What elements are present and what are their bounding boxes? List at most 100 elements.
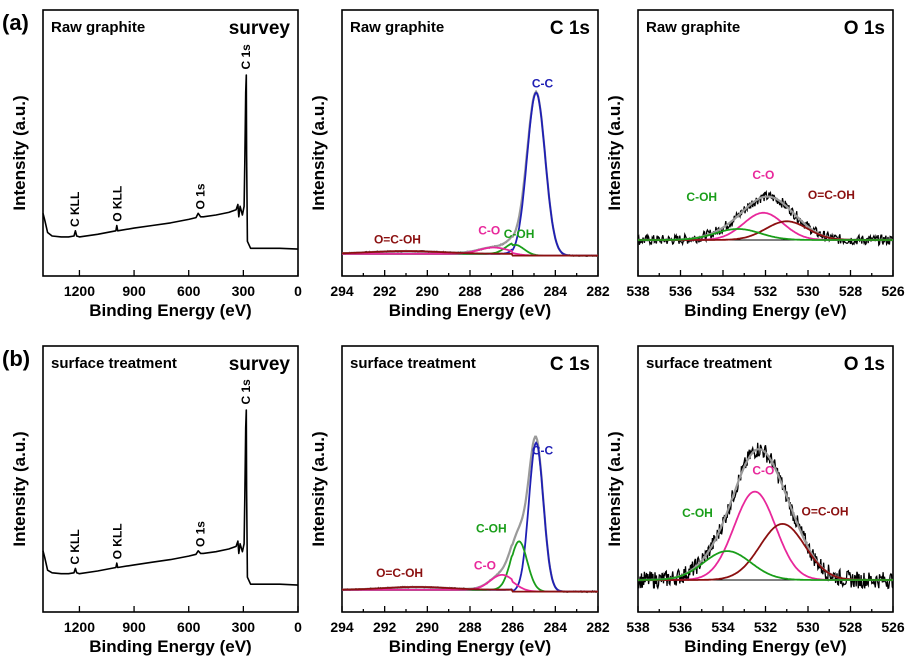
panel-tag: survey: [229, 18, 291, 39]
annotation-o-1s: O 1s: [194, 183, 208, 209]
x-tick-label: 282: [586, 619, 610, 635]
annotation-o-kll: O KLL: [111, 523, 125, 559]
x-tick-label: 292: [373, 283, 397, 299]
x-tick-label: 292: [373, 619, 397, 635]
plot-frame: [42, 9, 299, 277]
x-tick-label: 536: [669, 619, 693, 635]
x-tick-label: 294: [330, 283, 354, 299]
annotation-c-oh: C-OH: [686, 190, 717, 204]
x-tick-label: 300: [232, 619, 256, 635]
x-tick-label: 0: [294, 619, 302, 635]
x-tick-label: 0: [294, 283, 302, 299]
x-tick-label: 530: [796, 283, 820, 299]
panel-title: surface treatment: [350, 355, 476, 372]
panel-tag: C 1s: [550, 354, 590, 375]
x-tick-label: 284: [544, 619, 568, 635]
x-tick-label: 288: [458, 619, 482, 635]
x-tick-label: 288: [458, 283, 482, 299]
plot-area: [638, 189, 893, 247]
panel-title: Raw graphite: [646, 19, 740, 36]
annotation-c-c: C-C: [532, 443, 554, 457]
x-axis-label: Binding Energy (eV): [89, 301, 251, 320]
y-axis-label: Intensity (a.u.): [309, 431, 328, 546]
x-tick-label: 528: [839, 283, 863, 299]
x-tick-label: 1200: [64, 619, 95, 635]
series-o-c-oh: [342, 250, 598, 257]
x-tick-label: 282: [586, 283, 610, 299]
y-axis-label: Intensity (a.u.): [10, 95, 29, 210]
panel-1-survey: 1200 900 600 300 0 Binding Energy (eV) Intensi…: [2, 9, 302, 320]
panel-tag: C 1s: [550, 18, 590, 39]
x-tick-label: 900: [122, 283, 146, 299]
annotation-o-c-oh: O=C-OH: [801, 504, 848, 518]
plot-area: [342, 89, 598, 257]
x-tick-label: 530: [796, 619, 820, 635]
series-c-c: [342, 91, 598, 257]
x-axis-label: Binding Energy (eV): [389, 637, 551, 656]
panel-title: Raw graphite: [350, 19, 444, 36]
row-label: (b): [2, 346, 30, 371]
annotation-c-c: C-C: [532, 77, 554, 91]
x-axis-label: Binding Energy (eV): [684, 301, 846, 320]
plot-area: [638, 442, 893, 590]
y-axis-label: Intensity (a.u.): [605, 431, 624, 546]
row-label: (a): [2, 10, 29, 35]
x-axis-label: Binding Energy (eV): [89, 637, 251, 656]
annotation-c-1s: C 1s: [239, 379, 253, 405]
x-tick-label: 290: [416, 283, 440, 299]
x-tick-label: 290: [416, 619, 440, 635]
series-c-oh: [638, 550, 893, 581]
x-tick-label: 294: [330, 619, 354, 635]
panel-6-o-1s: 538 536 534 532 530 528 526 Binding Energy (eV)…: [605, 345, 905, 656]
annotation-c-o: C-O: [752, 464, 774, 478]
x-tick-label: 526: [881, 283, 905, 299]
x-tick-label: 286: [501, 283, 525, 299]
panel-3-o-1s: 538 536 534 532 530 528 526 Binding Energy (eV)…: [605, 9, 905, 320]
panel-title: Raw graphite: [51, 19, 145, 36]
panel-title: surface treatment: [646, 355, 772, 372]
x-tick-label: 532: [754, 619, 778, 635]
series-survey: [42, 74, 299, 250]
annotation-c-oh: C-OH: [682, 506, 713, 520]
x-tick-label: 526: [881, 619, 905, 635]
series-c-oh: [638, 227, 893, 241]
panel-tag: O 1s: [844, 354, 885, 375]
annotation-o-kll: O KLL: [111, 186, 125, 222]
annotation-c-kll: C KLL: [68, 192, 82, 227]
annotation-c-1s: C 1s: [239, 44, 253, 70]
x-tick-label: 600: [177, 283, 201, 299]
plot-area: [342, 435, 598, 594]
x-tick-label: 528: [839, 619, 863, 635]
panel-tag: survey: [229, 354, 291, 375]
x-axis-label: Binding Energy (eV): [684, 637, 846, 656]
annotation-c-oh: C-OH: [476, 521, 507, 535]
x-tick-label: 1200: [64, 283, 95, 299]
annotation-c-oh: C-OH: [504, 227, 535, 241]
x-tick-label: 538: [626, 619, 650, 635]
series-o-c-oh: [342, 586, 598, 593]
annotation-c-o: C-O: [478, 223, 500, 237]
panel-title: surface treatment: [51, 355, 177, 372]
annotation-o-c-oh: O=C-OH: [376, 566, 423, 580]
x-tick-label: 538: [626, 283, 650, 299]
x-axis-label: Binding Energy (eV): [389, 301, 551, 320]
annotation-c-kll: C KLL: [68, 529, 82, 564]
annotation-o-1s: O 1s: [194, 521, 208, 547]
annotation-o-c-oh: O=C-OH: [374, 232, 421, 246]
annotation-o-c-oh: O=C-OH: [808, 188, 855, 202]
annotation-c-o: C-O: [752, 168, 774, 182]
y-axis-label: Intensity (a.u.): [605, 95, 624, 210]
x-tick-label: 534: [711, 283, 735, 299]
panel-5-c-1s: 294 292 290 288 286 284 282 Binding Energy (eV)…: [309, 345, 610, 656]
panel-2-c-1s: 294 292 290 288 286 284 282 Binding Energy (eV)…: [309, 9, 610, 320]
x-tick-label: 532: [754, 283, 778, 299]
plot-frame: [42, 345, 299, 613]
x-tick-label: 300: [232, 283, 256, 299]
y-axis-label: Intensity (a.u.): [309, 95, 328, 210]
panel-tag: O 1s: [844, 18, 885, 39]
x-tick-label: 900: [122, 619, 146, 635]
series-experimental: [638, 189, 893, 247]
series-envelope: [342, 90, 598, 257]
x-tick-label: 536: [669, 283, 693, 299]
